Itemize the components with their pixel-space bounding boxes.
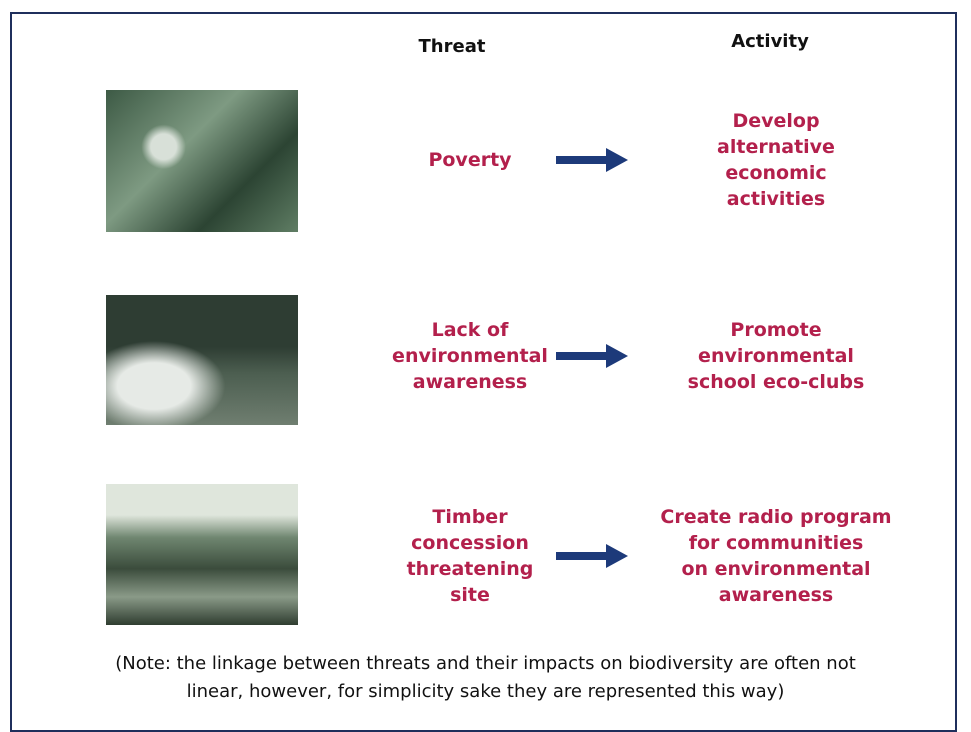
arrow-shape (556, 148, 628, 172)
arrow (556, 148, 628, 172)
activity-header: Activity (731, 31, 809, 52)
threat-header: Threat (419, 36, 486, 57)
arrow-shape (556, 544, 628, 568)
arrow (556, 544, 628, 568)
text-line: site (407, 582, 534, 608)
text-line: school eco-clubs (688, 369, 865, 395)
note: (Note: the linkage between threats and t… (0, 650, 971, 706)
text-line: for communities (660, 530, 891, 556)
text-line: awareness (392, 369, 548, 395)
note-line: linear, however, for simplicity sake the… (0, 678, 971, 706)
photo (106, 90, 298, 232)
text-line: activities (717, 186, 835, 212)
text-line: concession (407, 530, 534, 556)
arrow-shape (556, 344, 628, 368)
text-line: alternative (717, 134, 835, 160)
photo (106, 295, 298, 425)
text-line: Lack of (392, 317, 548, 343)
note-line: (Note: the linkage between threats and t… (0, 650, 971, 678)
text-line: on environmental (660, 556, 891, 582)
text-line: environmental (688, 343, 865, 369)
text-line: economic (717, 160, 835, 186)
photo (106, 484, 298, 625)
threat-text: Poverty (428, 147, 511, 173)
text-line: awareness (660, 582, 891, 608)
arrow (556, 344, 628, 368)
text-line: threatening (407, 556, 534, 582)
text-line: Create radio program (660, 504, 891, 530)
text-line: Poverty (428, 147, 511, 173)
text-line: Promote (688, 317, 865, 343)
text-line: Develop (717, 108, 835, 134)
text-line: environmental (392, 343, 548, 369)
text-line: Timber (407, 504, 534, 530)
